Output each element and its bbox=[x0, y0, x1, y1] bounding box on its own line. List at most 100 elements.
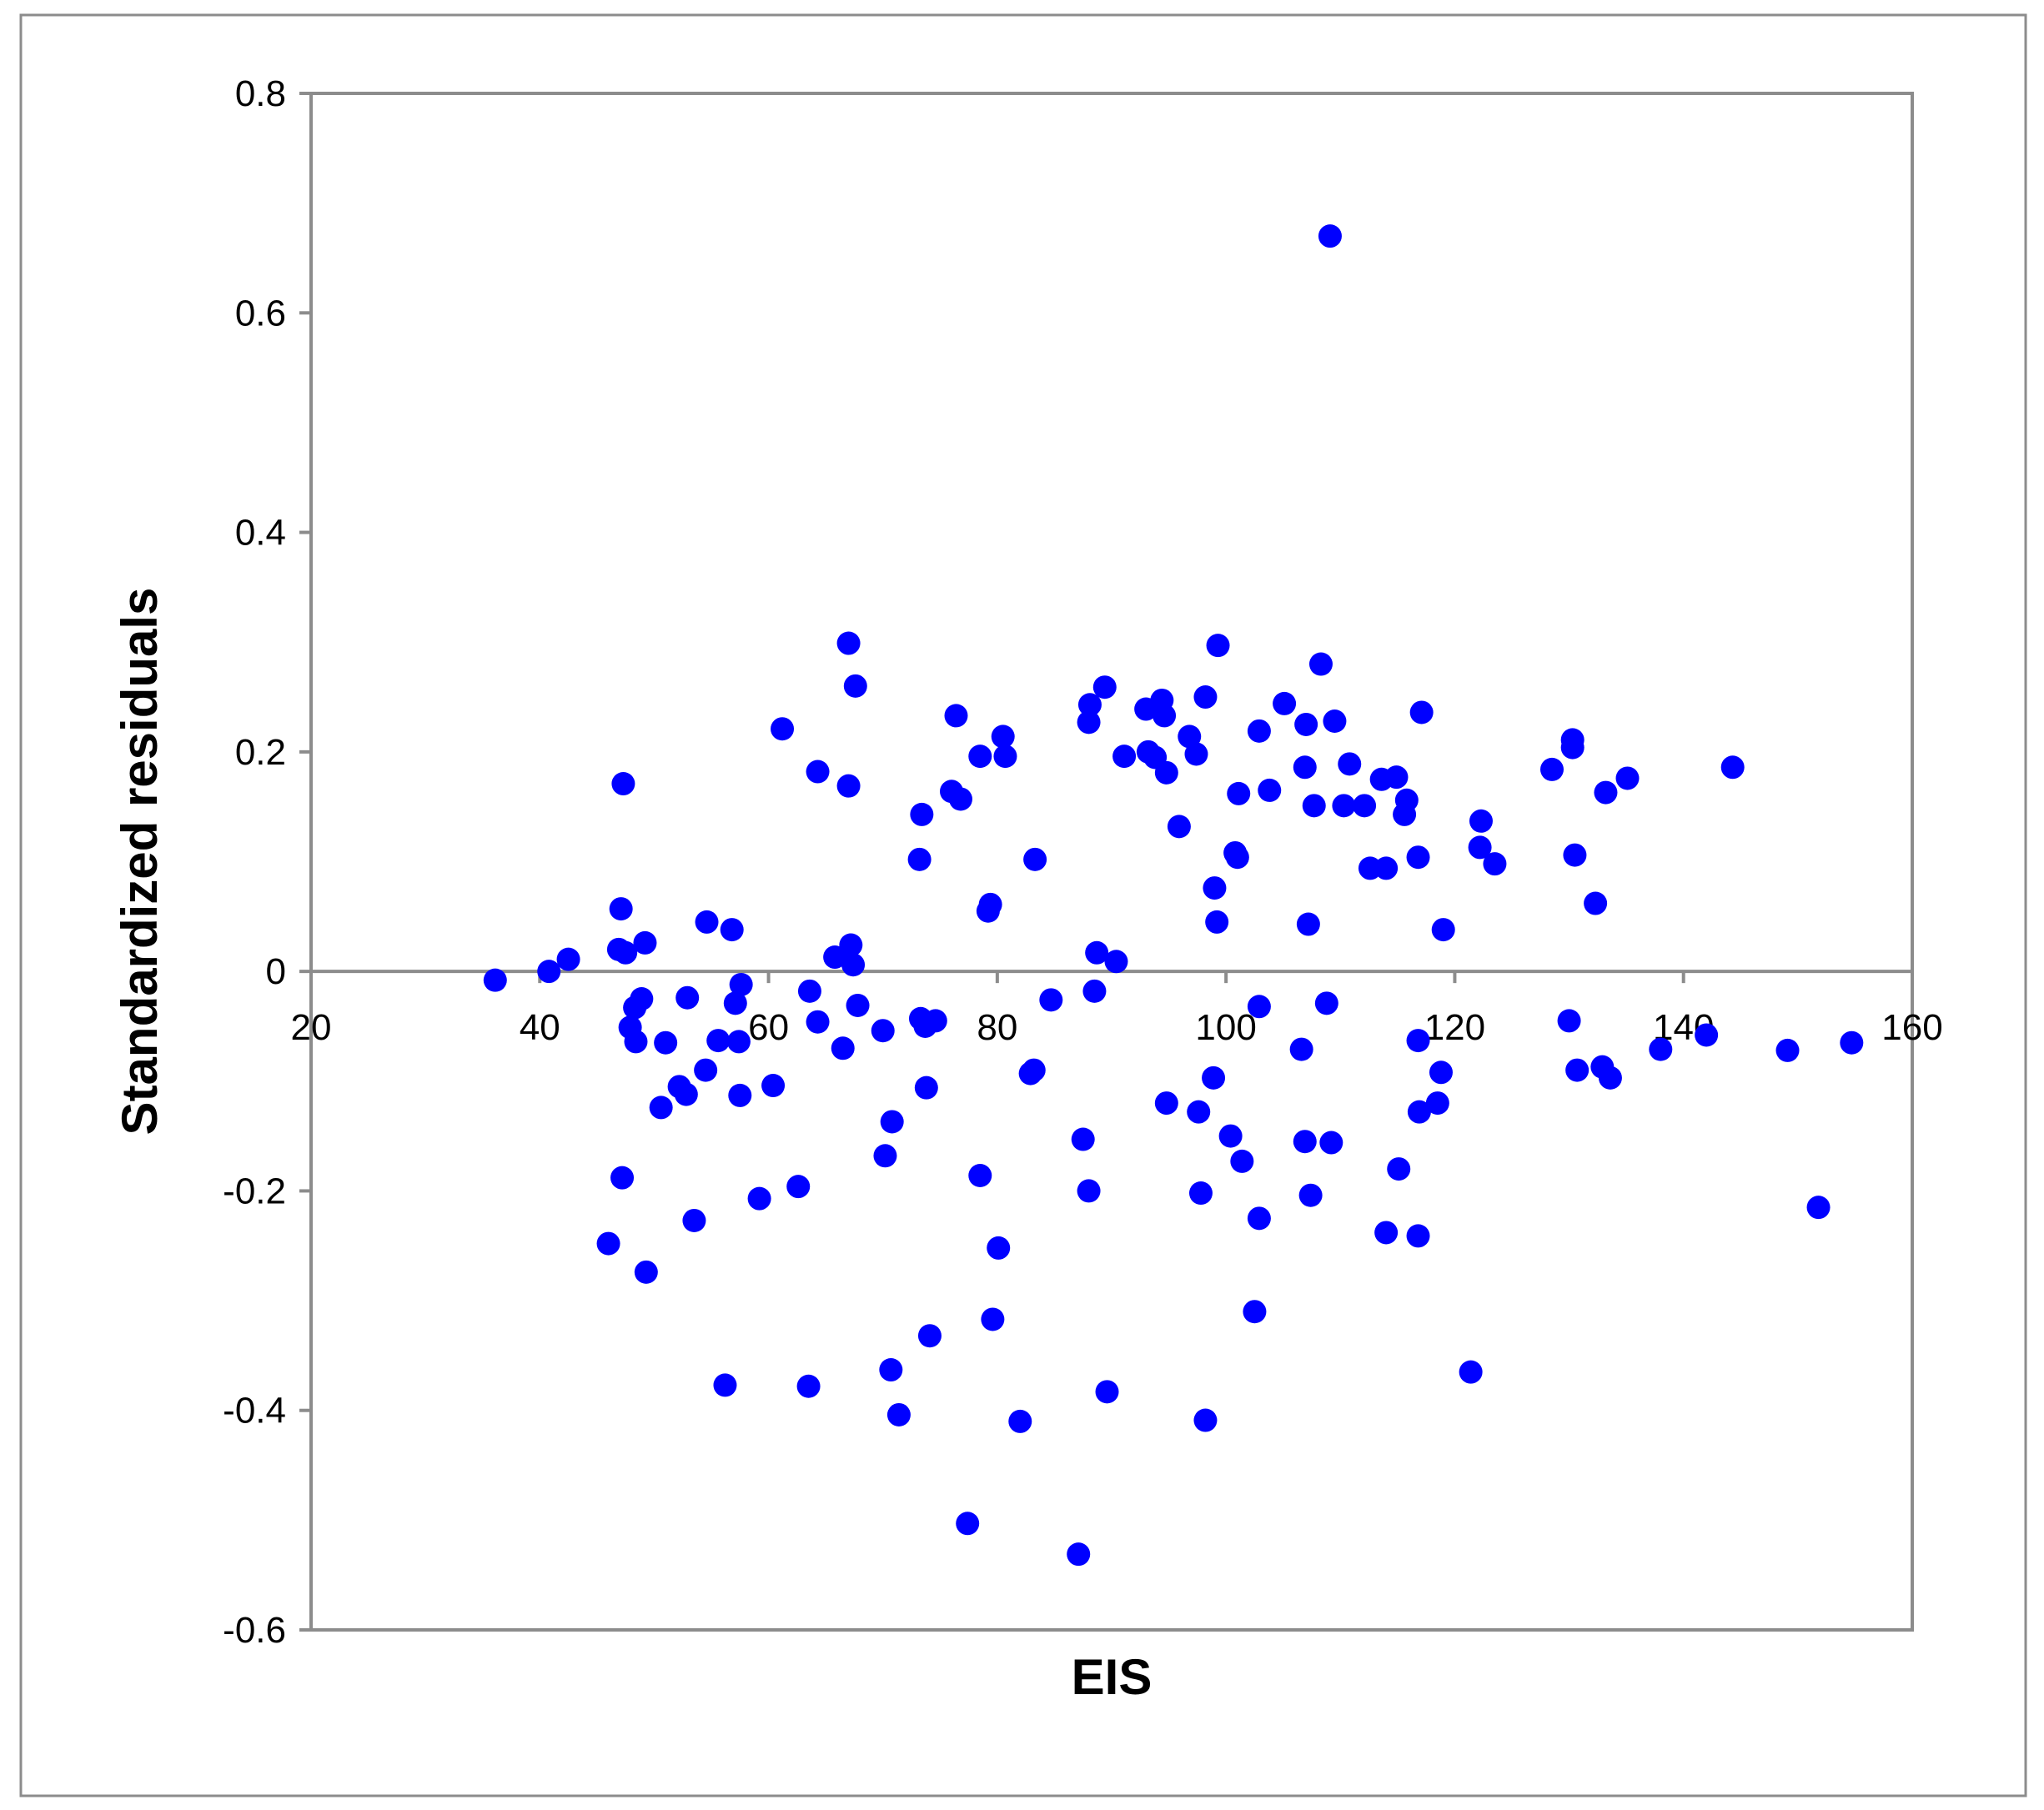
data-point bbox=[726, 1030, 751, 1054]
data-point bbox=[1384, 765, 1409, 790]
data-point bbox=[1314, 991, 1338, 1015]
data-point bbox=[1358, 856, 1382, 880]
data-point bbox=[1258, 778, 1282, 802]
x-tick-label: 160 bbox=[1881, 1007, 1942, 1048]
data-point bbox=[796, 1374, 821, 1398]
data-point bbox=[1167, 815, 1191, 839]
data-point bbox=[910, 802, 934, 826]
x-axis-title: EIS bbox=[1072, 1649, 1153, 1705]
data-point bbox=[1008, 1409, 1032, 1433]
data-point bbox=[1296, 912, 1320, 936]
data-point bbox=[1332, 794, 1356, 818]
data-point bbox=[1104, 950, 1128, 974]
data-point bbox=[1187, 1100, 1211, 1124]
data-point bbox=[886, 1402, 911, 1426]
data-point bbox=[675, 985, 700, 1010]
y-tick-label: 0.4 bbox=[235, 513, 286, 554]
data-point bbox=[1225, 845, 1249, 870]
data-point bbox=[1023, 847, 1047, 871]
data-point bbox=[823, 945, 847, 970]
data-point bbox=[1565, 1058, 1589, 1082]
data-point bbox=[944, 704, 968, 728]
data-point bbox=[713, 1373, 737, 1397]
data-point bbox=[1557, 1009, 1581, 1033]
x-tick-label: 20 bbox=[291, 1007, 332, 1048]
data-point bbox=[624, 1030, 648, 1054]
data-point bbox=[1085, 940, 1109, 965]
data-point bbox=[1247, 719, 1271, 743]
data-point bbox=[1425, 1091, 1449, 1116]
data-point bbox=[1406, 1029, 1430, 1053]
data-point bbox=[1406, 845, 1430, 870]
data-point bbox=[981, 1307, 1005, 1331]
data-point bbox=[1218, 1124, 1243, 1148]
data-point bbox=[747, 1186, 771, 1211]
data-point bbox=[1323, 709, 1347, 733]
data-point bbox=[1067, 1542, 1091, 1567]
data-point bbox=[611, 772, 635, 796]
data-point bbox=[1649, 1037, 1673, 1061]
data-point bbox=[729, 972, 753, 996]
y-tick-label: 0.6 bbox=[235, 293, 286, 333]
data-point bbox=[1468, 835, 1492, 860]
data-point bbox=[633, 930, 657, 955]
data-point bbox=[720, 918, 744, 942]
data-point bbox=[1469, 809, 1493, 833]
data-point bbox=[1154, 1091, 1178, 1116]
data-point bbox=[609, 897, 633, 921]
data-point bbox=[1202, 1065, 1226, 1090]
data-point bbox=[871, 1019, 895, 1043]
y-tick-label: -0.2 bbox=[223, 1171, 286, 1211]
data-point bbox=[674, 1082, 698, 1106]
data-point bbox=[1203, 876, 1227, 900]
data-point bbox=[987, 1236, 1011, 1260]
data-point bbox=[1154, 760, 1178, 785]
x-tick-label: 80 bbox=[977, 1007, 1017, 1048]
data-point bbox=[1077, 710, 1101, 735]
data-point bbox=[1459, 1360, 1483, 1384]
data-point bbox=[1039, 988, 1063, 1012]
data-point bbox=[843, 674, 867, 698]
data-point bbox=[1188, 1181, 1213, 1206]
data-point bbox=[1112, 745, 1137, 769]
data-point bbox=[1720, 755, 1745, 780]
x-tick-label: 40 bbox=[520, 1007, 560, 1048]
data-point bbox=[634, 1260, 658, 1284]
data-point bbox=[1387, 1157, 1411, 1181]
data-point bbox=[1227, 781, 1251, 805]
data-point bbox=[728, 1083, 752, 1107]
data-point bbox=[1483, 852, 1507, 876]
data-point bbox=[1695, 1023, 1719, 1047]
data-point bbox=[841, 953, 866, 977]
y-tick-label: -0.4 bbox=[223, 1391, 286, 1431]
data-point bbox=[1563, 843, 1587, 867]
data-point bbox=[879, 1358, 903, 1382]
data-point bbox=[1406, 1224, 1430, 1248]
data-point bbox=[1598, 1065, 1622, 1090]
data-point bbox=[1560, 735, 1584, 760]
data-point bbox=[1273, 691, 1297, 715]
data-point bbox=[1082, 979, 1107, 1003]
data-point bbox=[1205, 910, 1229, 934]
data-point bbox=[873, 1144, 897, 1168]
x-tick-label: 120 bbox=[1424, 1007, 1485, 1048]
data-point bbox=[1178, 725, 1202, 749]
data-point bbox=[1193, 1408, 1218, 1432]
data-point bbox=[1338, 752, 1362, 776]
data-point bbox=[1294, 712, 1318, 736]
data-point bbox=[761, 1074, 786, 1098]
data-point bbox=[836, 774, 861, 798]
y-tick-label: 0.2 bbox=[235, 732, 286, 773]
data-point bbox=[483, 968, 507, 992]
data-point bbox=[1247, 1206, 1271, 1231]
data-point bbox=[596, 1231, 620, 1256]
data-point bbox=[614, 940, 638, 965]
data-point bbox=[978, 892, 1002, 916]
data-point bbox=[1775, 1038, 1800, 1062]
data-point bbox=[1302, 794, 1326, 818]
data-point bbox=[610, 1166, 635, 1190]
data-point bbox=[1077, 693, 1102, 717]
data-point bbox=[968, 745, 992, 769]
data-point bbox=[1394, 788, 1419, 812]
